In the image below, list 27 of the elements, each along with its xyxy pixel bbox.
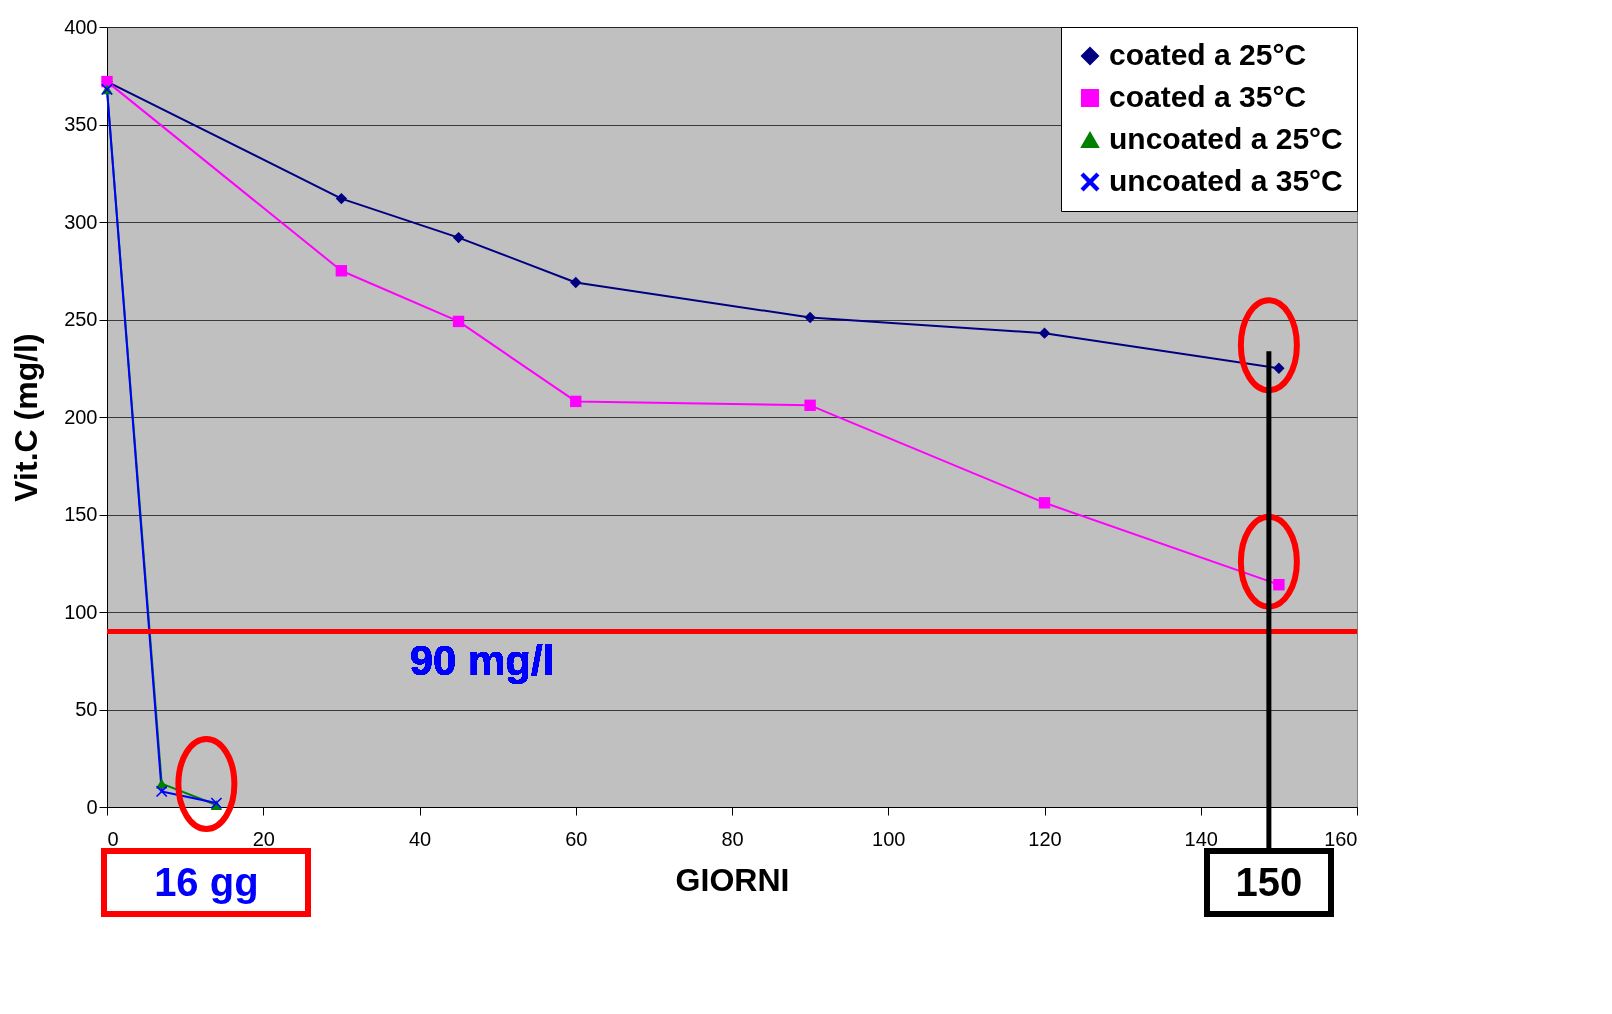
- y-tick-label: 100: [64, 600, 98, 623]
- x-tick-label: 80: [721, 827, 744, 850]
- annotation: 16 gg: [101, 848, 312, 917]
- x-tick-label: 40: [408, 827, 432, 850]
- x-tick-label: 20: [252, 827, 275, 850]
- y-tick-label: 200: [64, 405, 98, 428]
- legend-label: coated a 35°C: [1109, 80, 1307, 113]
- y-tick-label: 150: [64, 503, 98, 525]
- y-tick-label: 350: [64, 113, 98, 135]
- x-tick-label: 120: [1028, 827, 1062, 850]
- legend-label: uncoated a 25°C: [1109, 122, 1343, 155]
- y-tick-label: 50: [75, 698, 98, 720]
- ref-line-label: 90 mg/l: [409, 636, 555, 684]
- legend-label: uncoated a 35°C: [1109, 164, 1343, 197]
- x-tick-label: 0: [107, 827, 119, 850]
- text: 150: [1203, 848, 1334, 917]
- y-tick-label: 300: [64, 210, 98, 233]
- legend-label: coated a 25°C: [1109, 38, 1307, 71]
- y-axis-title: Vit.C (mg/l): [8, 333, 45, 502]
- y-tick-label: 400: [64, 15, 98, 38]
- x-tick-label: 100: [872, 827, 906, 850]
- y-tick-label: 250: [64, 308, 98, 330]
- x-tick-label: 140: [1184, 827, 1218, 850]
- x-axis-title: GIORNI: [675, 861, 790, 898]
- x-tick-label: 60: [565, 827, 588, 850]
- y-tick-label: 0: [86, 795, 98, 818]
- x-tick-label: 160: [1324, 827, 1358, 850]
